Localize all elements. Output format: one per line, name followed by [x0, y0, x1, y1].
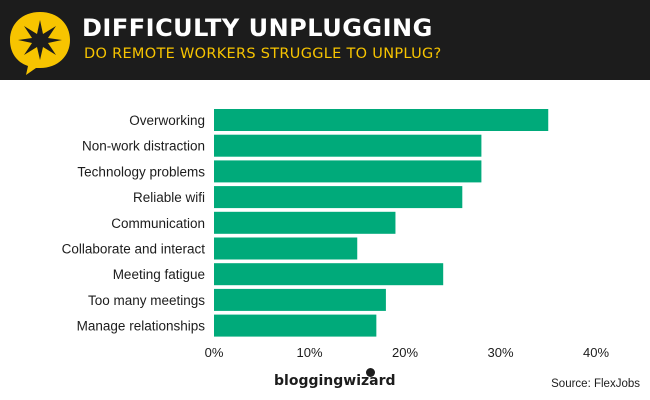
bar-non-work-distraction [214, 134, 482, 157]
category-label: Too many meetings [88, 293, 205, 308]
category-label: Communication [111, 216, 205, 231]
bar-technology-problems [214, 160, 482, 183]
brand-logo: bloggingwizard [274, 373, 396, 389]
category-label: Collaborate and interact [62, 242, 206, 257]
x-tick-label: 30% [487, 345, 513, 360]
category-label: Reliable wifi [133, 190, 205, 205]
bar-meeting-fatigue [214, 263, 444, 286]
source-note: Source: FlexJobs [551, 378, 640, 390]
category-label: Non-work distraction [82, 139, 205, 154]
category-label: Technology problems [77, 164, 205, 179]
bar-chart: Overworking Non-work distraction Technolog… [62, 109, 609, 360]
x-tick-label: 0% [205, 345, 224, 360]
chart-subtitle: DO REMOTE WORKERS STRUGGLE TO UNPLUG? [84, 46, 442, 62]
bar-too-many-meetings [214, 288, 386, 311]
chart-title: DIFFICULTY UNPLUGGING [82, 14, 433, 42]
category-label: Overworking [129, 113, 205, 128]
bar-collaborate-and-interact [214, 237, 358, 260]
bar-overworking [214, 109, 549, 131]
x-tick-label: 10% [296, 345, 322, 360]
x-tick-label: 40% [583, 345, 609, 360]
category-label: Manage relationships [77, 319, 206, 334]
x-tick-label: 20% [392, 345, 418, 360]
bar-manage-relationships [214, 314, 377, 337]
bar-reliable-wifi [214, 186, 463, 209]
category-label: Meeting fatigue [113, 267, 205, 282]
brand-dot-icon [366, 368, 375, 377]
bar-communication [214, 211, 396, 234]
header-banner: DIFFICULTY UNPLUGGING DO REMOTE WORKERS … [0, 0, 650, 80]
star-burst-speech-bubble-icon [10, 12, 70, 75]
